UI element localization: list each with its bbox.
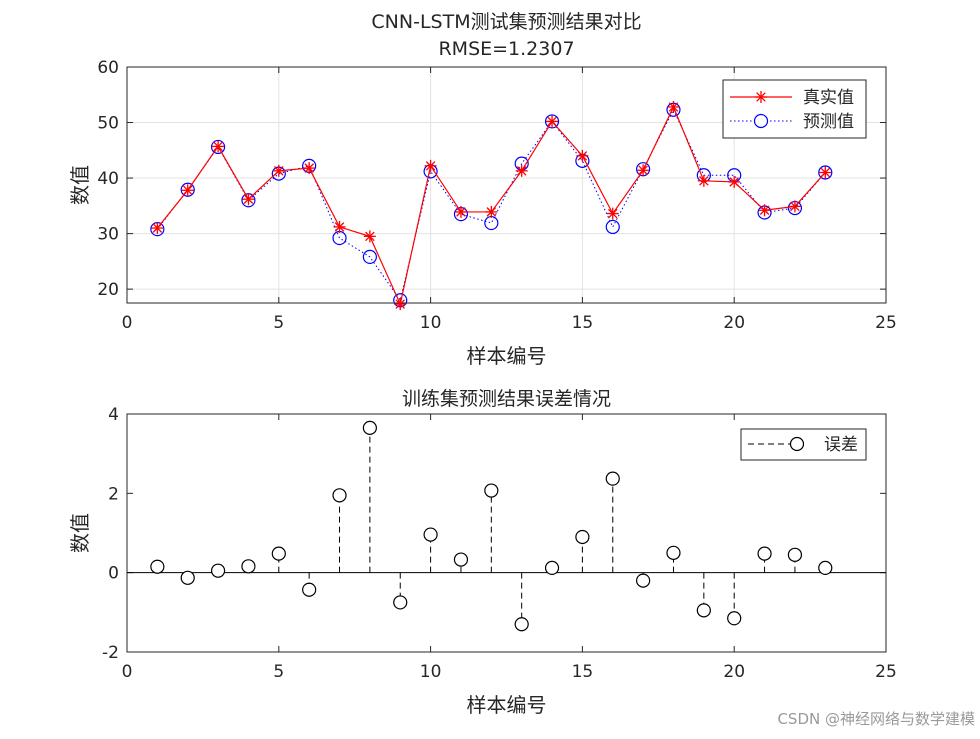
y-tick-label: 20 bbox=[97, 280, 119, 300]
error-point bbox=[332, 488, 347, 503]
x-tick-label: 20 bbox=[723, 313, 745, 333]
axes-box bbox=[126, 413, 887, 653]
error-point bbox=[362, 420, 377, 435]
y-axis-label: 数值 bbox=[68, 513, 92, 553]
legend-label-error: 误差 bbox=[824, 435, 858, 455]
real-point bbox=[363, 230, 376, 243]
y-tick-label: 50 bbox=[97, 114, 119, 134]
x-tick-label: 5 bbox=[273, 313, 284, 333]
x-tick-label: 5 bbox=[273, 662, 284, 682]
real-point bbox=[576, 149, 589, 162]
error-point bbox=[727, 611, 742, 626]
y-tick-label: -2 bbox=[102, 643, 119, 663]
error-point bbox=[271, 546, 286, 561]
x-tick-label: 15 bbox=[572, 313, 594, 333]
x-tick-label: 10 bbox=[420, 313, 442, 333]
error-point bbox=[180, 570, 195, 585]
real-point bbox=[181, 184, 194, 197]
real-point bbox=[788, 200, 801, 213]
error-point bbox=[605, 471, 620, 486]
real-point bbox=[485, 205, 498, 218]
legend-marker-real bbox=[755, 91, 767, 103]
error-point bbox=[423, 527, 438, 542]
real-point bbox=[697, 174, 710, 187]
top-comparison-plot: 0 5 10 15 20 25 20 30 40 50 60 样本编号 数值 CNN-LSTM测试集预测结… bbox=[68, 11, 897, 368]
real-point bbox=[454, 205, 467, 218]
real-point bbox=[515, 164, 528, 177]
predicted-point bbox=[605, 219, 620, 235]
error-point bbox=[241, 559, 256, 574]
real-point bbox=[272, 164, 285, 177]
x-axis-label: 样本编号 bbox=[467, 344, 547, 368]
chart-subtitle: RMSE=1.2307 bbox=[438, 38, 574, 60]
error-point bbox=[210, 563, 226, 578]
error-point bbox=[757, 546, 772, 561]
error-point bbox=[514, 617, 529, 632]
real-point bbox=[637, 164, 650, 177]
real-point bbox=[758, 204, 771, 217]
real-point bbox=[151, 222, 164, 235]
y-tick-label: 4 bbox=[108, 405, 119, 425]
chart-title: CNN-LSTM测试集预测结果对比 bbox=[371, 11, 641, 33]
legend-label-predicted: 预测值 bbox=[803, 112, 854, 132]
x-tick-label: 15 bbox=[572, 662, 594, 682]
x-tick-label: 20 bbox=[723, 662, 745, 682]
axes-box bbox=[126, 66, 887, 304]
real-point bbox=[819, 166, 832, 179]
legend-marker-error bbox=[789, 436, 805, 452]
real-point bbox=[394, 298, 407, 311]
real-point bbox=[303, 162, 316, 175]
real-point bbox=[424, 159, 437, 172]
y-axis-label: 数值 bbox=[68, 165, 92, 205]
y-tick-label: 0 bbox=[108, 564, 119, 584]
y-tick-label: 40 bbox=[97, 169, 119, 189]
error-point bbox=[302, 582, 317, 597]
x-axis-label: 样本编号 bbox=[467, 693, 547, 717]
legend-box bbox=[722, 79, 867, 139]
error-point bbox=[666, 545, 681, 560]
real-point bbox=[333, 220, 346, 233]
real-point bbox=[212, 140, 225, 153]
real-point bbox=[728, 175, 741, 188]
chart-title: 训练集预测结果误差情况 bbox=[402, 388, 611, 410]
x-tick-label: 10 bbox=[420, 662, 442, 682]
predicted-point bbox=[818, 165, 833, 180]
error-point bbox=[787, 547, 803, 562]
real-point bbox=[242, 193, 255, 206]
error-point bbox=[150, 559, 165, 574]
error-point bbox=[453, 552, 469, 567]
x-tick-label: 0 bbox=[122, 313, 133, 333]
x-tick-label: 25 bbox=[875, 313, 897, 333]
error-point bbox=[544, 560, 560, 576]
predicted-point bbox=[484, 215, 499, 231]
error-point bbox=[393, 595, 408, 610]
legend-label-real: 真实值 bbox=[803, 88, 854, 108]
y-tick-label: 2 bbox=[108, 484, 119, 504]
legend: 误差 bbox=[740, 428, 867, 461]
y-tick-label: 60 bbox=[97, 58, 119, 78]
error-point bbox=[696, 603, 711, 618]
error-point bbox=[484, 483, 499, 498]
error-point bbox=[636, 573, 651, 588]
real-point bbox=[546, 115, 559, 128]
watermark: CSDN @神经网络与数学建模 bbox=[777, 710, 975, 728]
real-point bbox=[667, 100, 680, 113]
real-point bbox=[606, 207, 619, 220]
x-tick-label: 25 bbox=[875, 662, 897, 682]
error-point bbox=[818, 560, 833, 576]
x-tick-label: 0 bbox=[122, 662, 133, 682]
predicted-point bbox=[362, 249, 377, 265]
y-tick-label: 30 bbox=[97, 225, 119, 245]
legend-marker-predicted bbox=[753, 113, 769, 129]
error-point bbox=[575, 529, 590, 545]
predicted-point bbox=[544, 114, 560, 129]
